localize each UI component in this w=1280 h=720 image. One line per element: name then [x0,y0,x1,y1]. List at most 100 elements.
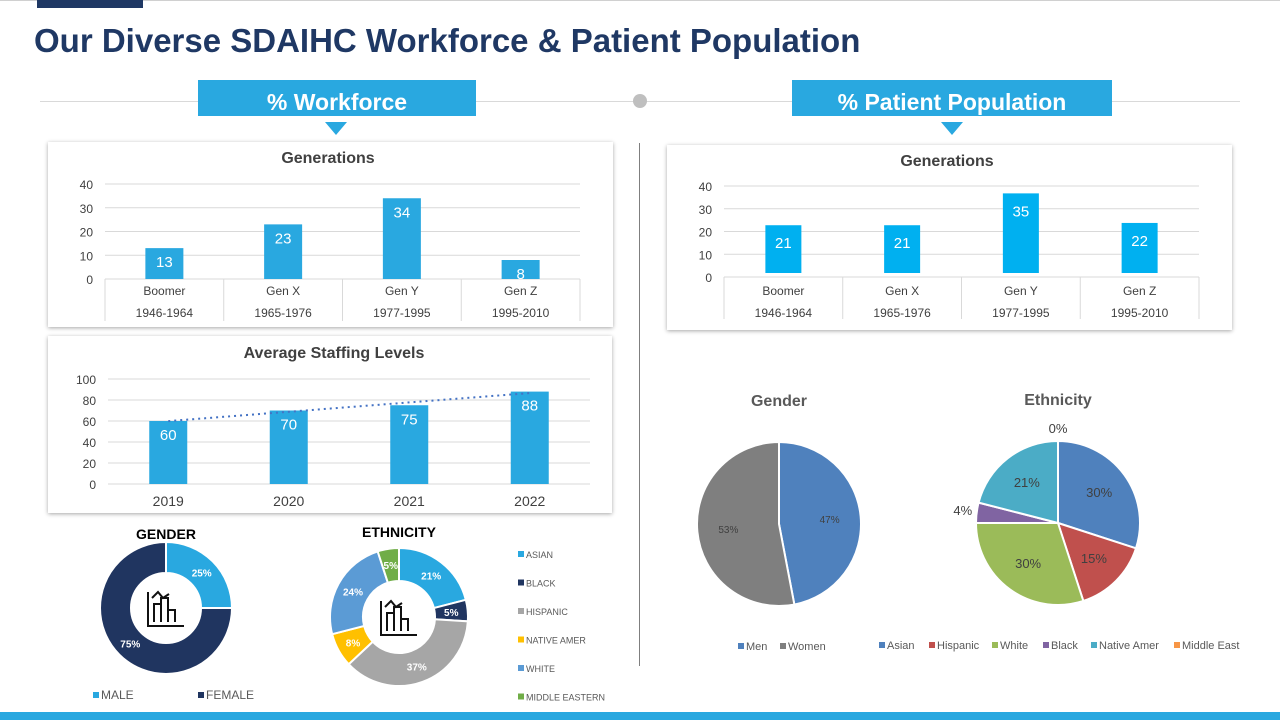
x-sublabel: 1995-2010 [492,306,550,320]
legend-swatch-icon [518,636,524,643]
pie-slice [778,440,862,606]
bar [510,391,549,484]
page-title: Our Diverse SDAIHC Workforce & Patient P… [34,22,861,59]
x-sublabel: 1946-1964 [755,306,813,320]
x-category-label: 2021 [394,493,425,509]
chart-title: Generations [900,153,993,170]
legend-label: WHITE [526,664,555,674]
bar-value-label: 22 [1131,233,1148,250]
pie-slice [974,522,1085,606]
slice-value-label: 21% [1014,475,1040,490]
x-category-label: Gen Y [1004,284,1038,298]
bar-value-label: 21 [775,235,792,252]
y-tick-label: 10 [699,248,713,262]
bar [501,260,540,279]
chart-title: ETHNICITY [362,524,437,540]
legend-swatch-icon [929,642,935,648]
slice-value-label: 37% [407,662,427,673]
legend-label: MALE [101,688,134,702]
y-tick-label: 30 [80,202,94,216]
x-category-label: Gen Z [1123,284,1156,298]
legend-swatch-icon [518,608,524,614]
y-tick-label: 40 [699,180,713,194]
slice-value-label: 15% [1081,551,1107,566]
y-tick-label: 20 [83,457,97,471]
y-tick-label: 0 [86,273,93,287]
x-sublabel: 1977-1995 [373,306,431,320]
slice-value-label: 21% [421,572,441,583]
legend-label: Asian [887,640,915,652]
slice-value-label: 75% [120,640,140,651]
legend-label: Men [746,641,767,653]
bar-value-label: 21 [894,235,911,252]
bar-value-label: 35 [1013,203,1030,220]
legend-swatch-icon [198,692,204,698]
legend-label: Black [1051,640,1078,652]
bar [382,198,421,279]
pie-slice [99,540,234,675]
y-tick-label: 100 [76,373,96,387]
x-category-label: 2020 [273,493,304,509]
bar [1121,222,1158,273]
x-category-label: Gen X [885,284,919,298]
x-category-label: 2022 [514,493,545,509]
bar-value-label: 13 [156,254,173,271]
y-tick-label: 80 [83,394,97,408]
x-sublabel: 1965-1976 [873,306,931,320]
x-sublabel: 1946-1964 [136,306,194,320]
bar-value-label: 75 [401,411,418,428]
pie-slice [347,618,469,687]
trendline [168,392,530,423]
legend-label: FEMALE [206,688,254,702]
legend-label: White [1000,640,1028,652]
patient-pointer-icon [941,122,963,135]
legend-swatch-icon [518,551,524,557]
top-accent-bar [37,0,143,8]
slice-value-label: 5% [444,608,459,619]
slice-value-label: 30% [1086,485,1112,500]
legend-swatch-icon [1043,642,1049,648]
workforce-generations-card [48,142,613,327]
bar [765,225,802,273]
top-rule [0,0,1280,1]
legend-label: ASIAN [526,550,553,560]
bar [1002,193,1039,273]
legend-label: Hispanic [937,640,980,652]
legend-label: MIDDLE EASTERN [526,693,605,703]
legend-swatch-icon [1091,642,1097,648]
bar [884,225,921,273]
slice-value-label: 8% [346,638,361,649]
x-sublabel: 1995-2010 [1111,306,1169,320]
legend-label: NATIVE AMER [526,636,586,646]
chart-title: Ethnicity [1024,392,1092,409]
pie-slice [329,550,390,636]
y-tick-label: 60 [83,415,97,429]
bar [269,410,308,484]
legend-label: BLACK [526,579,556,589]
x-category-label: Gen X [266,284,300,298]
bar-value-label: 60 [160,427,177,444]
vertical-divider [639,143,640,666]
workforce-banner: % Workforce [198,80,476,116]
slice-value-label: 5% [384,561,399,572]
legend-swatch-icon [992,642,998,648]
x-category-label: Gen Y [385,284,419,298]
bar-value-label: 8 [516,266,524,283]
y-tick-label: 40 [83,436,97,450]
chart-title: Gender [751,393,807,410]
y-tick-label: 40 [80,178,94,192]
slice-value-label: 0% [1049,421,1068,436]
bar-value-label: 23 [275,230,292,247]
legend-swatch-icon [518,665,524,671]
legend-label: HISPANIC [526,607,568,617]
bar-value-label: 88 [521,398,538,415]
legend-label: Native Amer [1099,640,1159,652]
legend-label: Middle East [1182,640,1239,652]
pie-slice [977,439,1059,525]
pie-slice [1057,439,1141,550]
slice-value-label: 47% [820,515,840,526]
bar [264,224,303,279]
bar-value-label: 34 [394,204,411,221]
bar [145,248,184,279]
